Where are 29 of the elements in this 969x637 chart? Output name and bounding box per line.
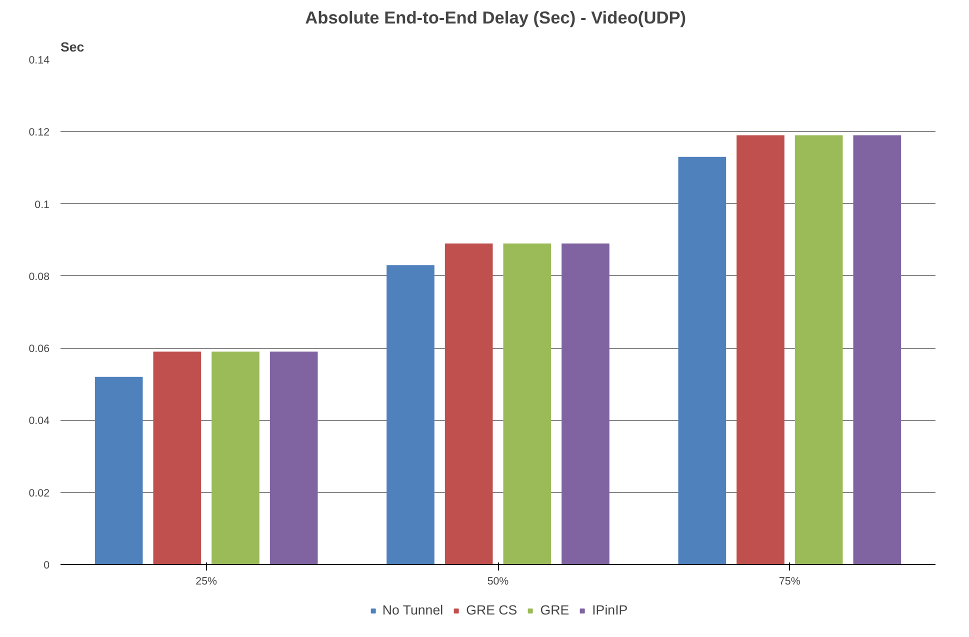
y-tick-label: 0 (44, 560, 50, 572)
legend-label: GRE (540, 602, 570, 618)
y-tick-label: 0.12 (28, 126, 50, 139)
legend-label: No Tunnel (382, 602, 444, 618)
x-tick-label: 75% (779, 576, 801, 588)
bar (794, 135, 843, 564)
x-tick-label: 50% (487, 576, 510, 588)
y-tick-label: 0.04 (28, 415, 50, 428)
bar (153, 352, 202, 564)
bar (853, 135, 902, 564)
bar (562, 243, 610, 564)
bar (736, 135, 784, 564)
bar (386, 265, 434, 564)
bar (270, 352, 318, 564)
legend-label: GRE CS (466, 602, 518, 618)
y-axis-title: Sec (60, 40, 85, 54)
bar (503, 243, 552, 564)
y-tick-label: 0.08 (28, 270, 50, 283)
x-tick-label: 25% (196, 576, 218, 588)
bar (444, 243, 493, 564)
bar (94, 376, 143, 564)
legend-label: IPinIP (592, 602, 628, 618)
y-tick-label: 0.06 (28, 343, 50, 356)
bar (212, 352, 260, 564)
chart-title: Absolute End-to-End Delay (Sec) - Video(UDP) (305, 8, 686, 28)
y-tick-label: 0.1 (34, 198, 50, 211)
y-tick-label: 0.02 (28, 487, 50, 500)
bar (678, 156, 726, 564)
y-tick-label: 0.14 (28, 54, 50, 66)
